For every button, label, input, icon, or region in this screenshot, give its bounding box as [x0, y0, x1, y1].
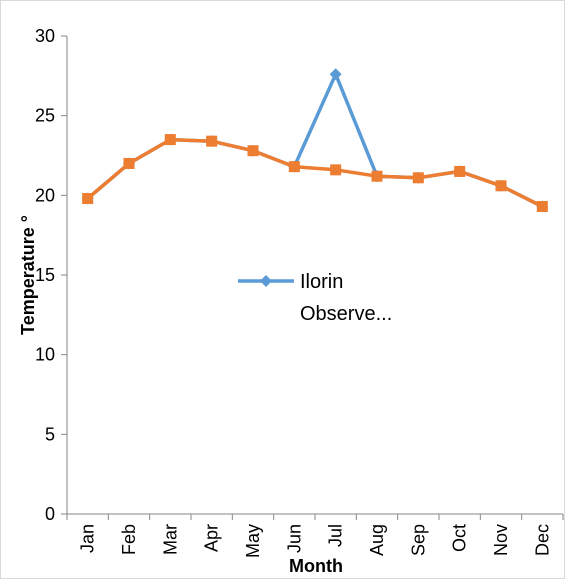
x-tick-label: Feb	[119, 524, 139, 555]
x-tick-label: Dec	[532, 524, 552, 556]
legend-label-line2: Observe...	[300, 303, 392, 325]
x-tick-label: Nov	[491, 524, 511, 556]
data-point-1-8	[412, 172, 424, 184]
series-layer	[81, 68, 549, 213]
x-axis-title: Month	[289, 556, 343, 576]
y-tick-label: 15	[35, 265, 55, 285]
data-point-1-5	[288, 161, 300, 173]
data-point-0-6	[329, 68, 342, 81]
labels-layer: 0 5 10 15 20 25 30 Jan Feb Mar Apr May Jun Jul Aug Sep O…	[18, 26, 552, 576]
data-point-1-3	[206, 135, 218, 147]
data-point-1-10	[495, 180, 507, 192]
x-tick-label: Jun	[284, 524, 304, 553]
y-tick-label: 10	[35, 345, 55, 365]
axes	[61, 35, 564, 520]
y-tick-label: 20	[35, 185, 55, 205]
x-tick-label: May	[243, 524, 263, 558]
data-point-1-1	[123, 157, 135, 169]
legend-label: Ilorin	[300, 271, 343, 293]
x-tick-label: Mar	[160, 524, 180, 555]
data-point-1-2	[164, 134, 176, 146]
x-tick-label: Apr	[202, 524, 222, 552]
data-point-1-9	[454, 165, 466, 177]
x-tick-label: Sep	[408, 524, 428, 556]
x-tick-label: Aug	[367, 524, 387, 556]
y-tick-label: 5	[45, 424, 55, 444]
y-tick-label: 25	[35, 106, 55, 126]
data-point-1-6	[330, 164, 342, 176]
x-tick-label: Jul	[326, 524, 346, 547]
y-tick-label: 30	[35, 26, 55, 46]
data-point-1-4	[247, 145, 259, 157]
legend: Ilorin Observe...	[238, 271, 392, 325]
legend-marker	[260, 275, 272, 287]
series-line-1	[86, 137, 544, 209]
data-point-1-7	[371, 170, 383, 182]
y-axis-title: Temperature °	[18, 215, 38, 335]
y-tick-label: 0	[45, 504, 55, 524]
data-point-1-0	[82, 193, 94, 205]
data-point-1-11	[536, 200, 548, 212]
x-tick-label: Jan	[78, 524, 98, 553]
x-tick-label: Oct	[450, 524, 470, 552]
